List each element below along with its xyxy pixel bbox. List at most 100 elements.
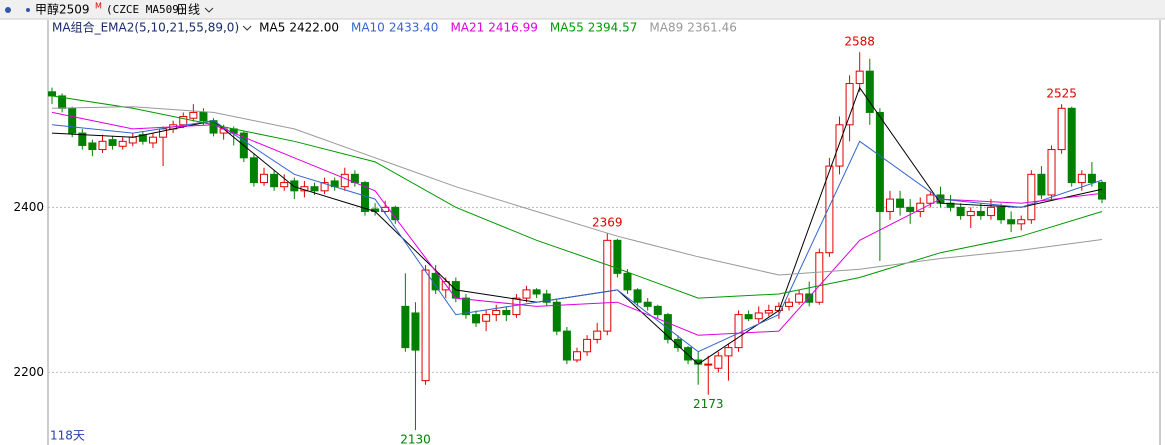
candle-body — [643, 301, 652, 307]
candle-body — [179, 116, 188, 126]
candle-body — [290, 180, 299, 192]
candle-body — [1037, 173, 1046, 196]
symbol-mark: M — [95, 2, 102, 11]
candle-body — [865, 70, 874, 113]
candle-body — [956, 206, 965, 217]
indicator-arrow[interactable] — [242, 25, 252, 31]
ma-line — [51, 111, 1103, 336]
candle-body — [1007, 219, 1016, 225]
candle-body — [108, 139, 117, 146]
candle-body — [68, 107, 77, 134]
candle-body — [805, 293, 814, 303]
legend-name: MA21 — [450, 21, 484, 35]
candle-body — [714, 355, 723, 369]
candle-body — [603, 239, 612, 332]
symbol: 甲醇2509 — [35, 2, 90, 17]
candle-body — [835, 124, 844, 167]
high-label: 2525 — [1046, 87, 1077, 101]
candle-body — [441, 281, 450, 291]
candle-body — [573, 351, 581, 361]
candle-body — [815, 252, 824, 303]
candle-body — [118, 140, 127, 147]
legend-name: MA5 — [259, 21, 285, 35]
legend-value: 2433.40 — [389, 21, 439, 35]
candle-body — [1087, 173, 1096, 184]
legend-value: 2394.57 — [588, 21, 638, 35]
candle-body — [270, 173, 279, 188]
candle-body — [461, 297, 470, 316]
candle-body — [340, 173, 349, 188]
candle-body — [1047, 149, 1056, 196]
candle-body — [906, 206, 915, 212]
candle-body — [795, 293, 804, 303]
candle-body — [896, 198, 905, 208]
candle-body — [976, 210, 985, 217]
high-label: 2369 — [592, 215, 623, 229]
low-label: 2130 — [400, 433, 431, 445]
candle-body — [189, 111, 198, 119]
y-tick-label: 2400 — [13, 200, 44, 214]
candle-body — [1027, 173, 1036, 221]
candle-body — [744, 314, 753, 320]
ma-line — [51, 120, 1103, 353]
legend-name: MA55 — [550, 21, 584, 35]
y-tick-label: 2200 — [13, 365, 44, 379]
days-label: 118天 — [50, 429, 85, 443]
candle-body — [421, 269, 430, 382]
candle-body — [472, 314, 481, 324]
candle-body — [885, 198, 894, 212]
top-bar — [0, 0, 1165, 19]
candle-body — [825, 165, 834, 254]
candle-body — [593, 330, 602, 340]
dot — [26, 8, 30, 12]
high-label: 2588 — [844, 35, 875, 49]
candle-body — [310, 186, 319, 192]
candle-body — [522, 289, 531, 299]
candle-body — [562, 330, 571, 361]
candle-body — [1017, 219, 1026, 225]
candle-body — [98, 140, 107, 151]
candle-body — [855, 70, 864, 85]
candle-body — [684, 347, 693, 361]
legend-name: MA10 — [351, 21, 385, 35]
legend-value: 2361.46 — [687, 21, 737, 35]
candle-body — [633, 289, 642, 303]
candle-body — [492, 309, 501, 316]
candle-body — [199, 111, 208, 122]
candle-body — [764, 309, 773, 314]
candle-body — [653, 305, 662, 316]
candle-body — [623, 272, 632, 291]
candle-body — [1057, 107, 1066, 151]
candle-body — [249, 157, 258, 184]
dot — [5, 7, 11, 13]
candle-body — [875, 111, 884, 212]
candle-body — [966, 210, 975, 217]
candle-body — [280, 182, 289, 188]
candle-body — [724, 347, 733, 357]
candle-body — [128, 136, 137, 144]
candle-body — [734, 314, 743, 349]
candle-body — [148, 136, 157, 144]
candle-body — [401, 305, 410, 349]
candle-body — [946, 202, 955, 208]
candle-body — [986, 206, 995, 217]
candle-body — [926, 194, 935, 204]
candle-body — [482, 314, 491, 322]
candle-body — [845, 83, 854, 126]
period: 日线 — [176, 3, 200, 17]
candle-body — [532, 289, 541, 295]
candle-body — [1098, 182, 1106, 200]
indicator-name: MA组合_EMA2(5,10,21,55,89,0) — [52, 20, 239, 35]
candle-body — [1077, 173, 1086, 184]
symbol-code: (CZCE MA509) — [106, 3, 185, 16]
candle-body — [663, 314, 672, 340]
candle-body — [512, 297, 521, 316]
candle-body — [704, 363, 713, 366]
candle-body — [88, 142, 97, 151]
ma-line — [51, 95, 1103, 299]
legend-value: 2416.99 — [488, 21, 538, 35]
period-arrow[interactable] — [204, 7, 214, 13]
candle-body — [785, 301, 794, 307]
